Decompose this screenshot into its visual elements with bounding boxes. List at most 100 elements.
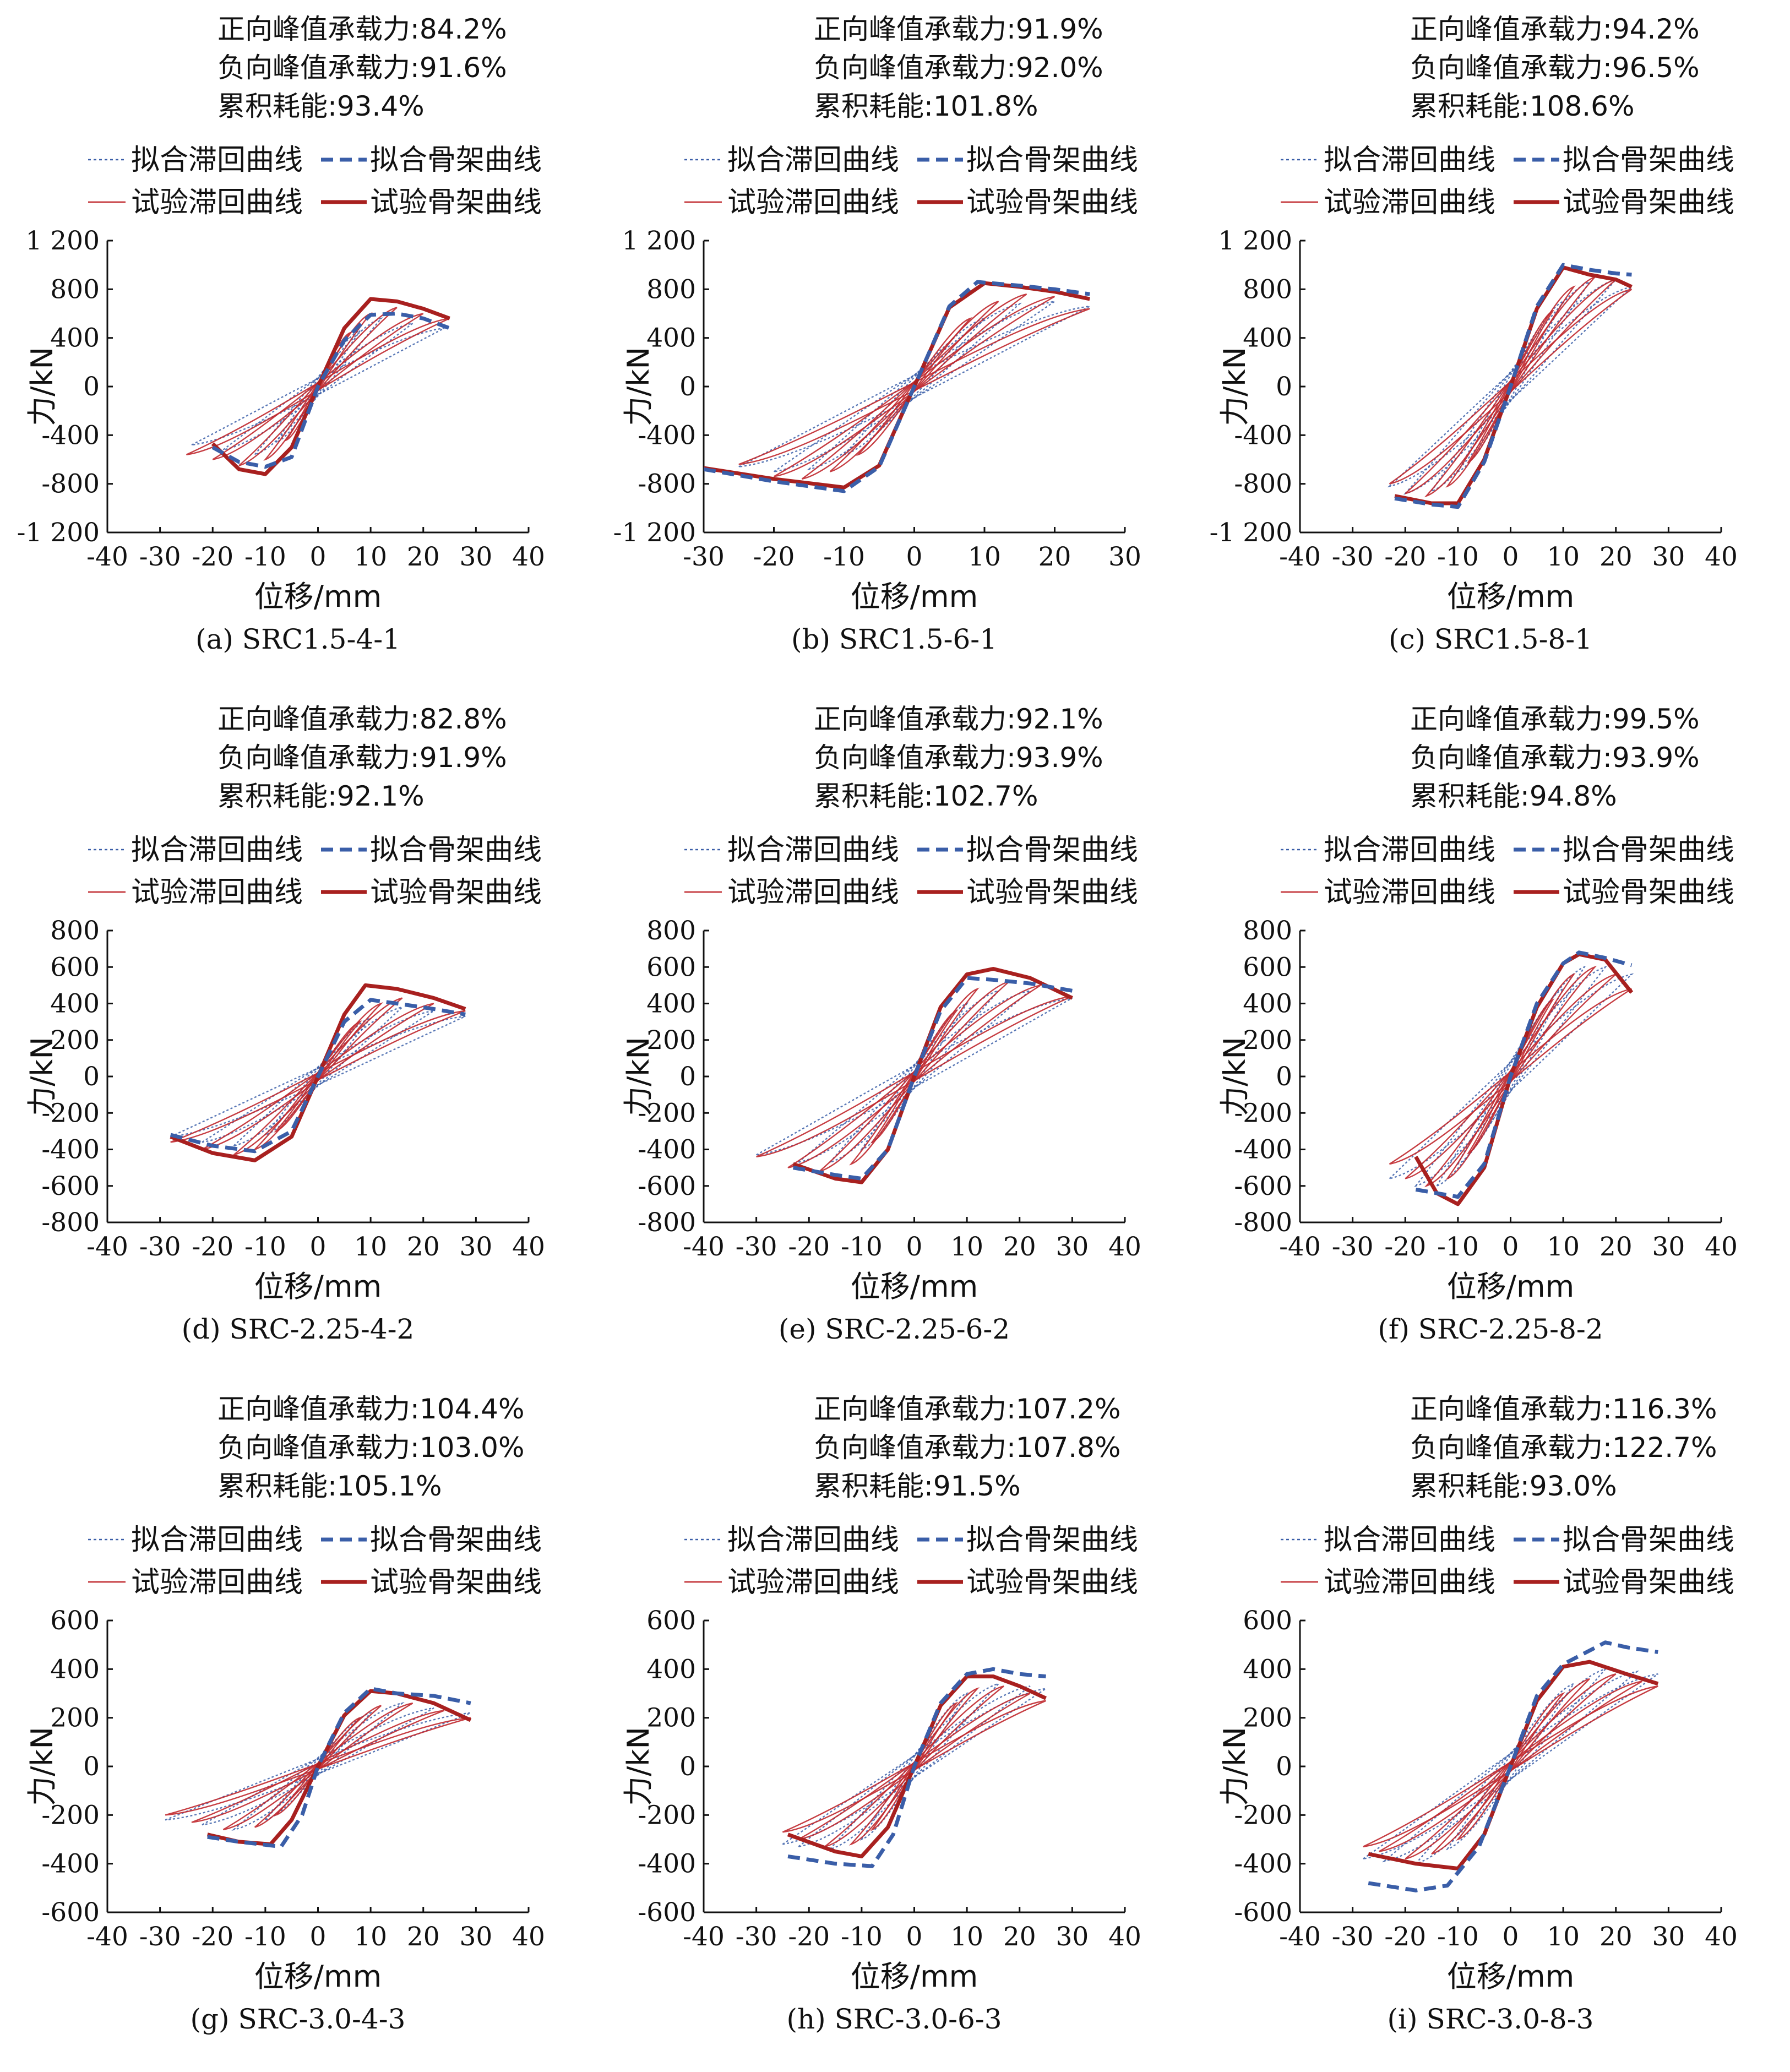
- x-tick-label: 20: [1038, 542, 1071, 572]
- fit-hysteresis-loop: [756, 997, 1073, 1156]
- fit-hysteresis-loop: [798, 1685, 1031, 1847]
- y-tick-label: -400: [1234, 1135, 1292, 1165]
- y-axis-title: 力/kN: [1217, 347, 1252, 426]
- x-tick-label: -10: [841, 1922, 883, 1952]
- test-hysteresis-loop: [856, 317, 973, 456]
- y-tick-label: 0: [679, 1062, 696, 1092]
- legend-test-skeleton-label: 试验骨架曲线: [1563, 1566, 1734, 1599]
- legend-fit-skeleton-label: 拟合骨架曲线: [1563, 144, 1734, 177]
- chart-caption: (a) SRC1.5-4-1: [195, 623, 400, 655]
- y-tick-label: -600: [638, 1171, 696, 1201]
- plot-area: [170, 983, 466, 1162]
- fit-hysteresis-loop: [202, 1707, 434, 1826]
- y-tick-label: -600: [638, 1897, 696, 1928]
- stat-label: 正向峰值承载力:82.8%: [217, 703, 507, 735]
- test-hysteresis-loop: [798, 1693, 1031, 1840]
- legend-test-hysteresis-label: 试验滞回曲线: [131, 186, 303, 219]
- chart-panel: 正向峰值承载力:92.1% 负向峰值承载力:93.9% 累积耗能:102.7% 拟合滞…: [596, 690, 1193, 1380]
- y-tick-label: 600: [646, 1606, 696, 1636]
- x-tick-label: -40: [683, 1232, 725, 1262]
- x-tick-label: 10: [354, 1232, 387, 1262]
- fit-hysteresis-loop: [170, 1015, 466, 1138]
- x-tick-label: -20: [1384, 1232, 1426, 1262]
- x-axis-title: 位移/mm: [851, 1959, 978, 1994]
- x-tick-label: 20: [1599, 1922, 1633, 1952]
- stat-label: 负向峰值承载力:91.9%: [217, 742, 507, 774]
- x-tick-label: -30: [1332, 1922, 1374, 1952]
- legend-fit-skeleton-label: 拟合骨架曲线: [966, 1524, 1138, 1557]
- legend-test-skeleton-label: 试验骨架曲线: [370, 876, 542, 909]
- test-hysteresis-loop: [1363, 1685, 1658, 1847]
- fit-skeleton-curve: [792, 976, 1073, 1181]
- chart-svg: 正向峰值承载力:92.1% 负向峰值承载力:93.9% 累积耗能:102.7% 拟合滞…: [621, 703, 1141, 1345]
- x-tick-label: 0: [906, 1232, 923, 1262]
- test-hysteresis-loop: [212, 313, 424, 460]
- x-tick-label: -10: [244, 542, 286, 572]
- x-tick-label: 10: [1547, 542, 1580, 572]
- x-tick-label: -30: [139, 1232, 181, 1262]
- fit-hysteresis-loop: [231, 1702, 405, 1831]
- legend-test-hysteresis-label: 试验滞回曲线: [131, 876, 303, 909]
- plot-area: [165, 1687, 472, 1849]
- x-tick-label: -40: [86, 1922, 128, 1952]
- chart-svg: 正向峰值承载力:91.9% 负向峰值承载力:92.0% 累积耗能:101.8% 拟合滞…: [613, 13, 1141, 655]
- stat-label: 正向峰值承载力:91.9%: [814, 13, 1103, 45]
- x-tick-label: -20: [192, 542, 233, 572]
- y-tick-label: -200: [1234, 1800, 1292, 1830]
- plot-area: [1363, 1640, 1659, 1892]
- x-tick-label: -10: [244, 1922, 286, 1952]
- y-tick-label: -800: [1234, 469, 1292, 499]
- y-tick-label: 600: [1243, 1606, 1292, 1636]
- stat-label: 累积耗能:101.8%: [814, 90, 1038, 122]
- x-tick-label: -10: [1437, 1232, 1479, 1262]
- x-tick-label: 10: [1547, 1232, 1580, 1262]
- chart-panel: 正向峰值承载力:82.8% 负向峰值承载力:91.9% 累积耗能:92.1% 拟合滞回…: [0, 690, 596, 1380]
- y-tick-label: 0: [83, 1752, 100, 1782]
- x-tick-label: 30: [459, 542, 492, 572]
- test-hysteresis-loop: [1431, 1678, 1590, 1855]
- x-tick-label: 30: [1108, 542, 1141, 572]
- test-hysteresis-loop: [191, 1710, 445, 1823]
- legend-fit-skeleton-label: 拟合骨架曲线: [370, 1524, 542, 1557]
- y-tick-label: -400: [1234, 1849, 1292, 1879]
- stat-label: 负向峰值承载力:91.6%: [217, 52, 507, 84]
- stat-label: 负向峰值承载力:122.7%: [1410, 1432, 1717, 1464]
- test-hysteresis-loop: [1389, 988, 1633, 1165]
- x-axis-title: 位移/mm: [1447, 1959, 1574, 1994]
- stat-label: 累积耗能:105.1%: [217, 1470, 442, 1502]
- y-axis-title: 力/kN: [1217, 1037, 1252, 1116]
- legend-test-hysteresis-label: 试验滞回曲线: [727, 186, 899, 219]
- y-tick-label: 200: [1243, 1703, 1292, 1733]
- chart-svg: 正向峰值承载力:94.2% 负向峰值承载力:96.5% 累积耗能:108.6% 拟合滞…: [1210, 13, 1738, 655]
- test-hysteresis-loop: [186, 318, 450, 455]
- legend-test-skeleton-label: 试验骨架曲线: [966, 1566, 1138, 1599]
- plot-area: [782, 1667, 1047, 1868]
- x-tick-label: -20: [788, 1232, 830, 1262]
- y-tick-label: 400: [1243, 989, 1292, 1019]
- x-tick-label: 30: [459, 1232, 492, 1262]
- test-hysteresis-loop: [1456, 1692, 1565, 1841]
- legend-test-skeleton-label: 试验骨架曲线: [1563, 876, 1734, 909]
- x-tick-label: 10: [354, 1922, 387, 1952]
- legend-test-skeleton-label: 试验骨架曲线: [1563, 186, 1734, 219]
- x-tick-label: -10: [1437, 1922, 1479, 1952]
- x-tick-label: 0: [310, 1922, 327, 1952]
- stat-label: 累积耗能:91.5%: [814, 1470, 1021, 1502]
- y-tick-label: -200: [1234, 1098, 1292, 1128]
- y-tick-label: 600: [50, 1606, 100, 1636]
- stat-label: 正向峰值承载力:99.5%: [1410, 703, 1700, 735]
- x-tick-label: -40: [1279, 542, 1321, 572]
- test-hysteresis-loop: [274, 1020, 362, 1133]
- stat-label: 负向峰值承载力:103.0%: [217, 1432, 525, 1464]
- fit-skeleton-curve: [1415, 950, 1633, 1199]
- x-tick-label: 20: [407, 1232, 440, 1262]
- fit-skeleton-curve: [207, 1687, 471, 1849]
- y-tick-label: 800: [646, 916, 696, 946]
- y-tick-label: -800: [41, 469, 100, 499]
- fit-hysteresis-loop: [1414, 966, 1607, 1187]
- test-hysteresis-loop: [254, 1705, 382, 1828]
- chart-svg: 正向峰值承载力:104.4% 负向峰值承载力:103.0% 累积耗能:105.1% 拟…: [25, 1393, 545, 2035]
- fit-hysteresis-loop: [1413, 1668, 1608, 1865]
